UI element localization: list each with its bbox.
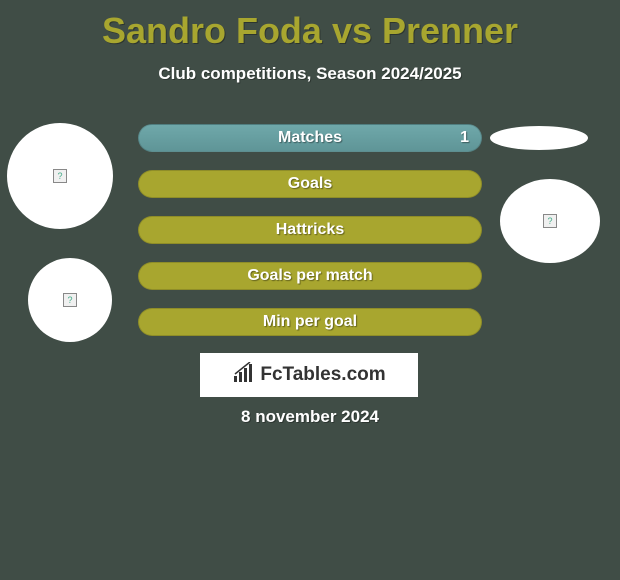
stat-bar-label: Matches [278,129,342,147]
player-avatar-left-2: ? [28,258,112,342]
page-title: Sandro Foda vs Prenner [0,0,620,52]
stat-bar-goals-per-match: Goals per match [138,262,482,290]
stat-bar-label: Hattricks [276,221,344,239]
page-subtitle: Club competitions, Season 2024/2025 [0,64,620,84]
date-text: 8 november 2024 [0,407,620,427]
stat-bar-label: Goals [288,175,332,193]
stat-bar-goals: Goals [138,170,482,198]
stat-bar-matches: Matches 1 [138,124,482,152]
stat-bar-min-per-goal: Min per goal [138,308,482,336]
stat-bar-value: 1 [460,129,469,147]
player-avatar-left-1: ? [7,123,113,229]
brand-chart-icon [232,362,256,388]
stat-bar-hattricks: Hattricks [138,216,482,244]
stat-bars-container: Matches 1 Goals Hattricks Goals per matc… [138,124,482,354]
image-placeholder-icon: ? [53,169,67,183]
image-placeholder-icon: ? [543,214,557,228]
decorative-ellipse-right [490,126,588,150]
player-avatar-right-1: ? [500,179,600,263]
stat-bar-label: Min per goal [263,313,357,331]
stat-bar-label: Goals per match [247,267,372,285]
brand-text: FcTables.com [232,362,385,388]
image-placeholder-icon: ? [63,293,77,307]
brand-box: FcTables.com [200,353,418,397]
brand-label: FcTables.com [260,364,385,386]
